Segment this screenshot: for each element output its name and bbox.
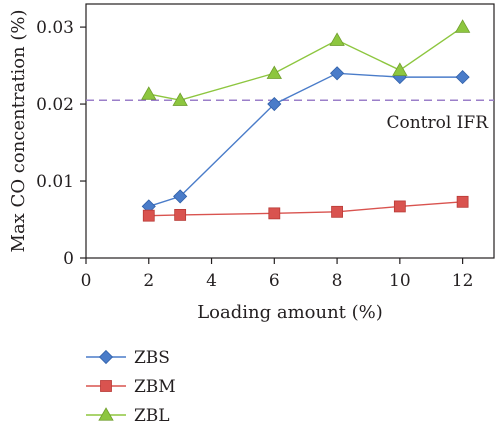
x-tick-label: 4	[206, 271, 217, 291]
data-point-zbm	[456, 195, 469, 208]
x-tick-label: 8	[332, 271, 343, 291]
plot-border	[85, 3, 495, 259]
y-tick-label: 0.02	[36, 95, 74, 115]
legend-marker-zbs	[98, 349, 114, 365]
legend-marker-zbl	[98, 407, 114, 421]
data-point-zbs	[455, 70, 470, 85]
legend-label-zbm: ZBM	[134, 377, 176, 397]
legend: ZBS ZBM ZBL	[86, 348, 176, 426]
x-tick-label: 0	[81, 271, 92, 291]
series-line-zbm	[148, 201, 463, 217]
x-axis-title: Loading amount (%)	[197, 302, 383, 323]
data-point-zbl	[392, 62, 408, 76]
data-point-zbm	[142, 209, 155, 222]
data-point-zbm	[331, 205, 343, 218]
data-point-zbl	[172, 92, 188, 106]
reference-line-label: Control IFR	[386, 113, 489, 133]
x-tick-label: 12	[452, 271, 474, 291]
series-markers	[141, 19, 471, 222]
y-axis-title: Max CO concentration (%)	[8, 10, 29, 253]
data-point-zbl	[454, 19, 471, 33]
y-tick-label: 0.01	[36, 172, 74, 192]
x-tick-label: 2	[143, 271, 154, 291]
data-point-zbs	[173, 189, 188, 204]
data-point-zbm	[174, 208, 187, 221]
legend-label-zbs: ZBS	[134, 348, 170, 368]
data-point-zbm	[268, 207, 281, 220]
series-line-zbl	[148, 26, 464, 101]
data-point-zbs	[267, 96, 282, 112]
data-point-zbl	[141, 86, 157, 100]
x-tick-label: 10	[389, 271, 411, 291]
reference-line-group: Control IFR	[86, 99, 494, 133]
y-tick-label: 0	[63, 249, 74, 269]
series-line-zbs	[148, 72, 463, 208]
axis-ticks: 0 2 4 6 8 10 12 0 0.01 0.02 0.03	[36, 18, 473, 291]
legend-label-zbl: ZBL	[134, 406, 170, 426]
x-tick-label: 6	[269, 271, 280, 291]
plot-frame	[85, 3, 495, 259]
y-tick-label: 0.03	[36, 18, 74, 38]
data-point-zbm	[393, 200, 406, 213]
data-point-zbl	[266, 65, 282, 79]
legend-marker-zbm	[100, 380, 112, 392]
data-point-zbl	[329, 32, 345, 46]
axis-titles: Loading amount (%) Max CO concentration …	[8, 10, 383, 323]
data-point-zbs	[330, 66, 345, 81]
